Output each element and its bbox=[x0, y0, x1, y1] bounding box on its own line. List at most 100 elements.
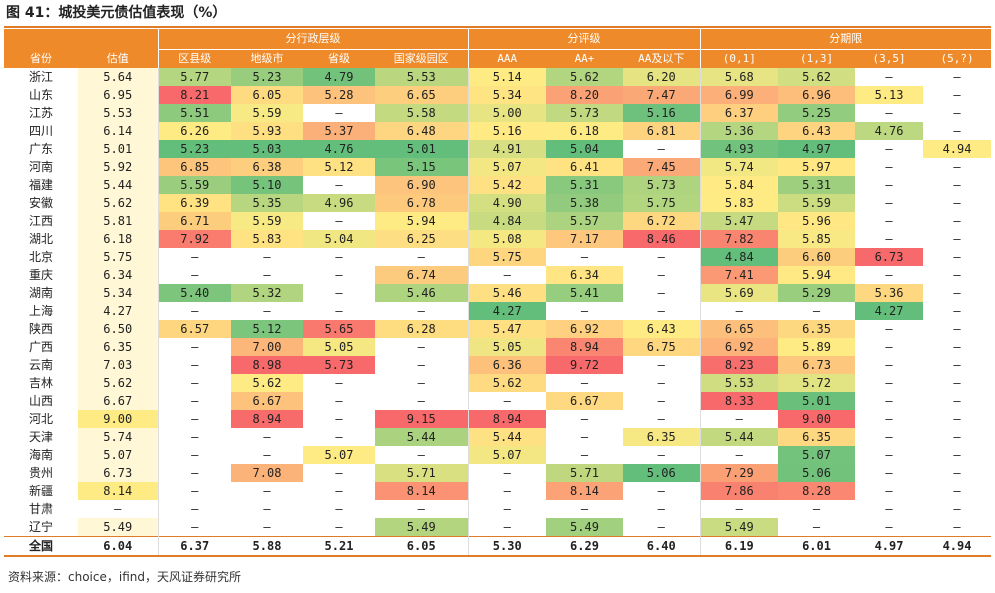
value-cell: – bbox=[953, 214, 961, 228]
value-cell: – bbox=[885, 448, 893, 462]
value-cell: 5.34 bbox=[467, 86, 546, 104]
value-cell: 6.35 bbox=[778, 320, 856, 338]
value-cell: 5.07 bbox=[778, 446, 856, 464]
value-cell: – bbox=[580, 250, 589, 264]
province-cell: 湖北 bbox=[28, 232, 53, 246]
value-cell: 5.53 bbox=[699, 374, 779, 392]
value-cell: 6.28 bbox=[375, 320, 468, 338]
value-cell: 4.94 bbox=[923, 536, 992, 557]
value-cell: – bbox=[657, 484, 665, 498]
value-cell: 5.32 bbox=[231, 284, 303, 302]
header-col: AAA bbox=[467, 49, 546, 68]
valuation-cell: 5.44 bbox=[78, 176, 158, 194]
value-cell: – bbox=[885, 358, 893, 372]
value-cell: 5.46 bbox=[375, 284, 468, 302]
value-cell: 6.74 bbox=[375, 266, 468, 284]
table-row: 甘肃 – – – – – – – – – – – – bbox=[4, 500, 991, 518]
value-cell: 6.37 bbox=[157, 536, 231, 557]
value-cell: – bbox=[657, 250, 665, 264]
value-cell: 6.67 bbox=[546, 392, 623, 410]
valuation-cell: 9.00 bbox=[78, 410, 158, 428]
total-row: 全国 6.04 6.37 5.88 5.21 6.05 5.30 6.29 6.40 6.19 6.… bbox=[4, 536, 992, 557]
value-cell: – bbox=[467, 518, 546, 537]
value-cell: 7.92 bbox=[157, 230, 231, 248]
table-row: 山西 6.67–6.67– – –6.67–8.33 5.01– – bbox=[4, 392, 991, 410]
value-cell: 6.99 bbox=[699, 86, 779, 104]
value-cell: 6.39 bbox=[157, 194, 231, 212]
value-cell: – bbox=[657, 286, 665, 300]
value-cell: – bbox=[157, 266, 231, 284]
valuation-cell: 5.07 bbox=[78, 446, 158, 464]
valuation-cell: 5.62 bbox=[78, 194, 158, 212]
value-cell: – bbox=[885, 106, 893, 120]
value-cell: 6.26 bbox=[157, 122, 231, 140]
value-cell: – bbox=[580, 502, 589, 516]
value-cell: 5.04 bbox=[546, 140, 623, 158]
value-cell: 8.94 bbox=[231, 410, 303, 428]
province-cell: 上海 bbox=[28, 304, 53, 318]
value-cell: 5.84 bbox=[699, 176, 779, 194]
header-blank-1 bbox=[4, 29, 78, 50]
valuation-cell: 5.53 bbox=[78, 104, 158, 122]
value-cell: – bbox=[699, 500, 779, 518]
value-cell: 4.27 bbox=[467, 302, 546, 320]
value-cell: 6.48 bbox=[375, 122, 468, 140]
province-cell: 云南 bbox=[28, 358, 53, 372]
value-cell: 6.71 bbox=[157, 212, 231, 230]
value-cell: 4.76 bbox=[303, 140, 375, 158]
value-cell: 7.41 bbox=[699, 266, 779, 284]
valuation-cell: – bbox=[114, 502, 122, 516]
header-col: 省级 bbox=[303, 49, 375, 68]
value-cell: – bbox=[263, 502, 271, 516]
value-cell: – bbox=[953, 430, 961, 444]
value-cell: 5.51 bbox=[157, 104, 231, 122]
value-cell: 4.97 bbox=[855, 536, 924, 557]
table-row: 山东 6.95 8.21 6.05 5.28 6.65 5.34 8.20 7.47 6.99 6.… bbox=[4, 86, 991, 104]
valuation-cell: 8.14 bbox=[78, 482, 158, 500]
value-cell: 6.65 bbox=[699, 320, 779, 338]
header-col: (5,?) bbox=[923, 49, 992, 68]
value-cell: 5.06 bbox=[778, 464, 856, 482]
valuation-cell: 5.64 bbox=[78, 68, 158, 86]
valuation-cell: 6.18 bbox=[78, 230, 158, 248]
valuation-cell: 6.67 bbox=[78, 392, 158, 410]
value-cell: – bbox=[263, 520, 271, 534]
value-cell: 6.35 bbox=[778, 428, 856, 446]
value-cell: 6.72 bbox=[623, 212, 701, 230]
value-cell: 5.13 bbox=[855, 86, 924, 104]
value-cell: – bbox=[953, 268, 961, 282]
value-cell: – bbox=[953, 358, 961, 372]
value-cell: 5.16 bbox=[467, 122, 546, 140]
value-cell: 6.43 bbox=[623, 320, 701, 338]
value-cell: 7.17 bbox=[546, 230, 623, 248]
value-cell: – bbox=[657, 304, 665, 318]
value-cell: – bbox=[885, 340, 893, 354]
value-cell: 6.18 bbox=[546, 122, 623, 140]
value-cell: 5.04 bbox=[303, 230, 375, 248]
value-cell: 6.05 bbox=[375, 536, 468, 557]
value-cell: – bbox=[885, 376, 893, 390]
value-cell: 5.96 bbox=[778, 212, 856, 230]
header-group-term: 分期限 bbox=[699, 29, 992, 50]
header-province: 省份 bbox=[4, 49, 78, 68]
value-cell: 5.41 bbox=[546, 284, 623, 302]
value-cell: – bbox=[885, 430, 893, 444]
value-cell: 6.29 bbox=[546, 536, 623, 557]
value-cell: 5.59 bbox=[778, 194, 856, 212]
value-cell: – bbox=[953, 286, 961, 300]
value-cell: – bbox=[417, 358, 425, 372]
province-cell: 吉林 bbox=[28, 376, 53, 390]
value-cell: 5.38 bbox=[546, 194, 623, 212]
value-cell: 5.06 bbox=[623, 464, 701, 482]
value-cell: – bbox=[263, 268, 271, 282]
value-cell: 6.90 bbox=[375, 176, 468, 194]
table-row: 上海 4.27– – – –4.27– – – –4.27– bbox=[4, 302, 991, 320]
header-group-row: 分行政层级 分评级 分期限 bbox=[4, 29, 992, 50]
value-cell: 5.01 bbox=[778, 392, 856, 410]
value-cell: – bbox=[417, 250, 425, 264]
value-cell: 5.07 bbox=[467, 446, 546, 464]
value-cell: 6.73 bbox=[855, 248, 924, 266]
value-cell: 5.71 bbox=[375, 464, 468, 482]
header-col: 地级市 bbox=[231, 49, 303, 68]
value-cell: – bbox=[885, 322, 893, 336]
